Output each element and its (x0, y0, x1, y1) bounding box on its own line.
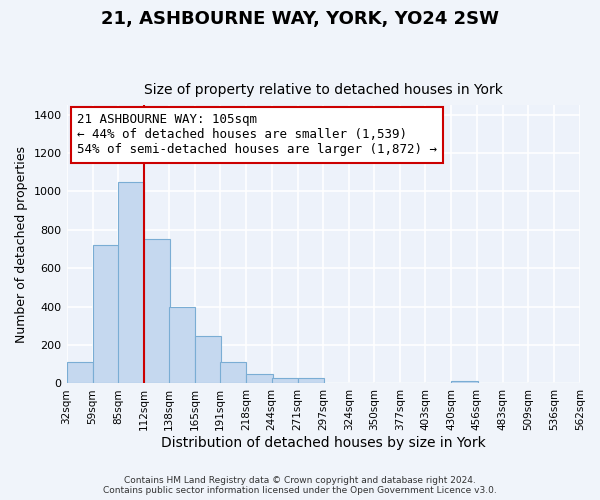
Bar (67, 362, 92, 384)
Text: 21, ASHBOURNE WAY, YORK, YO24 2SW: 21, ASHBOURNE WAY, YORK, YO24 2SW (101, 10, 499, 28)
Bar (220, 362, 247, 384)
Text: 21 ASHBOURNE WAY: 105sqm
← 44% of detached houses are smaller (1,539)
54% of sem: 21 ASHBOURNE WAY: 105sqm ← 44% of detach… (77, 114, 437, 156)
Bar (298, 378, 324, 384)
Bar (195, 336, 221, 384)
Bar (92, 245, 119, 384)
Bar (144, 240, 170, 384)
Bar (451, 380, 478, 384)
Y-axis label: Number of detached properties: Number of detached properties (15, 146, 28, 343)
Bar (169, 306, 195, 384)
Bar (247, 374, 272, 384)
Bar (118, 182, 144, 384)
Bar (272, 378, 298, 384)
X-axis label: Distribution of detached houses by size in York: Distribution of detached houses by size … (161, 436, 485, 450)
Title: Size of property relative to detached houses in York: Size of property relative to detached ho… (144, 83, 503, 97)
Text: Contains HM Land Registry data © Crown copyright and database right 2024.
Contai: Contains HM Land Registry data © Crown c… (103, 476, 497, 495)
